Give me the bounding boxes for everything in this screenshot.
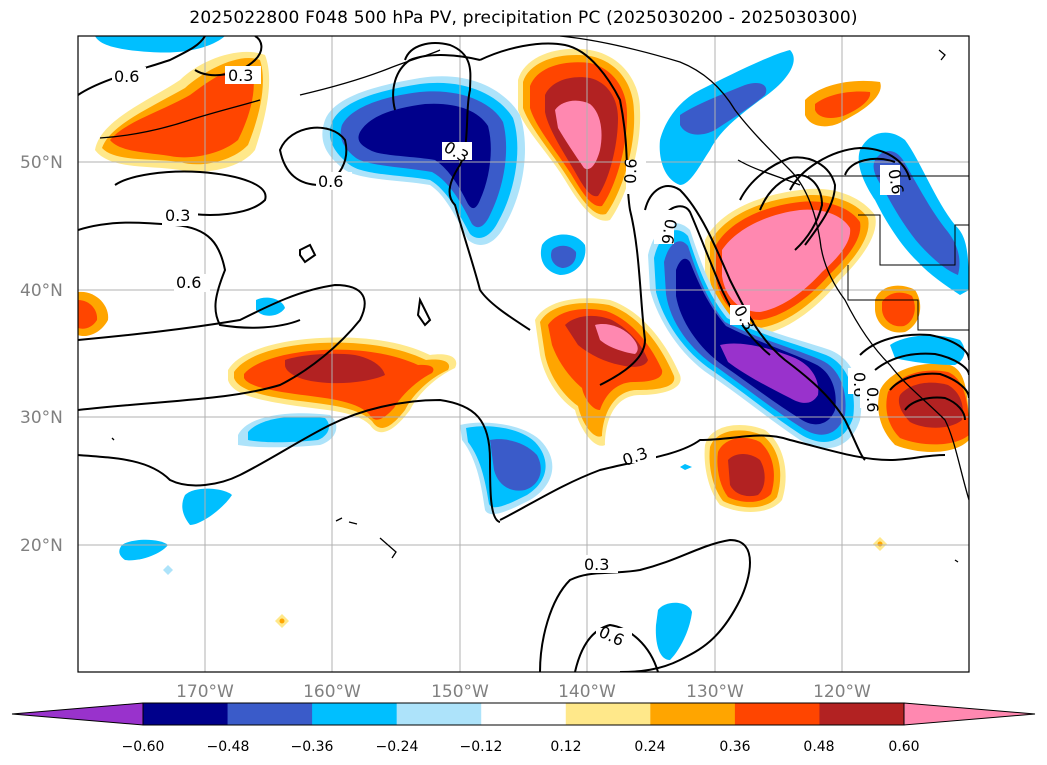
contour-label: 0.6 bbox=[884, 168, 907, 196]
colorbar-segment bbox=[734, 703, 820, 725]
shaded-region-hawaii-negative bbox=[460, 422, 553, 515]
contour-label: 0.3 bbox=[228, 66, 253, 85]
lon-label-140w: 140°W bbox=[558, 682, 616, 702]
contour-label: 0.6 bbox=[114, 67, 139, 86]
coastlines bbox=[99, 36, 969, 563]
colorbar-segment bbox=[312, 703, 398, 725]
contour-label: 0.6 bbox=[318, 172, 343, 191]
colorbar-extension-high bbox=[904, 703, 1035, 725]
lat-label-20n: 20°N bbox=[20, 536, 63, 556]
colorbar-tick-label: 0.24 bbox=[634, 739, 665, 755]
contour-labels: 0.6 0.3 0.6 0.3 0.6 0.3 0.6 0.6 0.6 0.3 … bbox=[112, 66, 907, 650]
lon-label-160w: 160°W bbox=[303, 682, 361, 702]
shaded-region-bc-negative bbox=[659, 50, 794, 185]
colorbar-frame bbox=[142, 702, 905, 726]
colorbar-segment bbox=[481, 703, 567, 725]
colorbar: −0.60 −0.48 −0.36 −0.24 −0.12 0.12 0.24 … bbox=[11, 702, 1036, 755]
contour-label: 0.6 bbox=[657, 217, 680, 245]
colorbar-segments bbox=[12, 703, 1035, 725]
colorbar-ticks: −0.60 −0.48 −0.36 −0.24 −0.12 0.12 0.24 … bbox=[122, 739, 920, 755]
colorbar-segment bbox=[227, 703, 313, 725]
latitude-labels: 50°N 40°N 30°N 20°N bbox=[20, 153, 63, 556]
lon-label-150w: 150°W bbox=[431, 682, 489, 702]
colorbar-segment bbox=[565, 703, 651, 725]
contour-label: 0.3 bbox=[584, 555, 609, 574]
colorbar-segment bbox=[143, 703, 229, 725]
colorbar-segment bbox=[650, 703, 736, 725]
shaded-region-socal-positive bbox=[878, 363, 969, 452]
contour-label: 0.6 bbox=[176, 273, 201, 292]
shaded-region-california-positive bbox=[705, 188, 876, 335]
colorbar-tick-label: −0.36 bbox=[291, 739, 334, 755]
colorbar-segment bbox=[396, 703, 482, 725]
map-frame bbox=[77, 35, 970, 673]
colorbar-tick-label: 0.12 bbox=[550, 739, 581, 755]
shaded-region-north-positive bbox=[518, 48, 641, 221]
lon-label-120w: 120°W bbox=[813, 682, 871, 702]
colorbar-segment bbox=[819, 703, 905, 725]
shaded-region-gulf-negative bbox=[322, 76, 525, 246]
lat-label-40n: 40°N bbox=[20, 281, 63, 301]
map-area: 0.6 0.3 0.6 0.3 0.6 0.3 0.6 0.6 0.6 0.3 … bbox=[78, 36, 969, 672]
contour-label: 0.6 bbox=[621, 158, 641, 184]
lon-label-130w: 130°W bbox=[686, 682, 744, 702]
colorbar-tick-label: −0.24 bbox=[376, 739, 419, 755]
shaded-region-subtropical-positive bbox=[704, 425, 786, 512]
contour-label: 0.3 bbox=[165, 206, 190, 225]
colorbar-tick-label: −0.48 bbox=[207, 739, 250, 755]
shaded-region-west-positive bbox=[228, 337, 457, 433]
colorbar-tick-label: 0.60 bbox=[888, 739, 919, 755]
colorbar-tick-label: −0.12 bbox=[460, 739, 503, 755]
contour-label: 0.6 bbox=[863, 387, 882, 412]
lat-label-50n: 50°N bbox=[20, 153, 63, 173]
lat-label-30n: 30°N bbox=[20, 408, 63, 428]
longitude-labels: 170°W 160°W 150°W 140°W 130°W 120°W bbox=[176, 682, 871, 702]
colorbar-tick-label: 0.36 bbox=[719, 739, 750, 755]
colorbar-extension-low bbox=[12, 703, 143, 725]
plot-title: 2025022800 F048 500 hPa PV, precipitatio… bbox=[189, 8, 858, 28]
colorbar-tick-label: 0.48 bbox=[803, 739, 834, 755]
lon-label-170w: 170°W bbox=[176, 682, 234, 702]
colorbar-tick-label: −0.60 bbox=[122, 739, 165, 755]
